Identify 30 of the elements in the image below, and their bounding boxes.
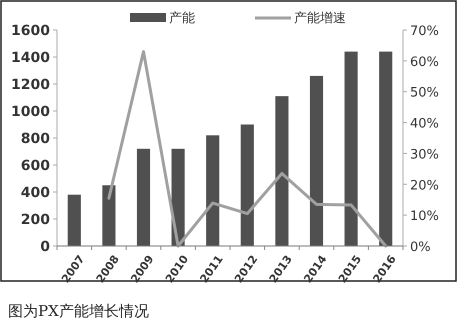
bar xyxy=(240,124,254,246)
y2-tick-label: 30% xyxy=(410,147,439,162)
text: 图为PX产能增长情况 xyxy=(8,302,149,320)
y2-tick-label: 10% xyxy=(410,209,439,224)
y-tick-label: 1400 xyxy=(11,50,50,66)
bar xyxy=(275,96,288,246)
bar xyxy=(379,52,392,246)
y-tick-label: 800 xyxy=(20,131,50,147)
line-series xyxy=(107,50,388,248)
y-tick-label: 1000 xyxy=(11,104,50,120)
y2-tick-label: 0% xyxy=(410,240,431,255)
y-tick-label: 600 xyxy=(20,158,50,174)
y2-tick-label: 20% xyxy=(410,178,439,194)
y-tick-label: 200 xyxy=(20,212,50,228)
y2-tick-label: 40% xyxy=(410,116,439,132)
bar xyxy=(136,148,150,246)
legend-label: 产能 xyxy=(169,11,195,26)
bar xyxy=(68,194,81,246)
y2-tick-label: 50% xyxy=(410,86,439,101)
y-tick-label: 0 xyxy=(40,239,50,255)
bar xyxy=(206,135,220,246)
y-tick-label: 1200 xyxy=(11,77,50,93)
y-tick-label: 1600 xyxy=(11,23,50,39)
legend-label: 产能增速 xyxy=(294,11,346,26)
y2-tick-label: 60% xyxy=(410,54,439,70)
bar xyxy=(102,185,116,246)
y2-tick-label: 70% xyxy=(410,24,439,39)
bar xyxy=(344,52,358,246)
bar xyxy=(310,76,324,246)
y-tick-label: 400 xyxy=(20,185,50,201)
